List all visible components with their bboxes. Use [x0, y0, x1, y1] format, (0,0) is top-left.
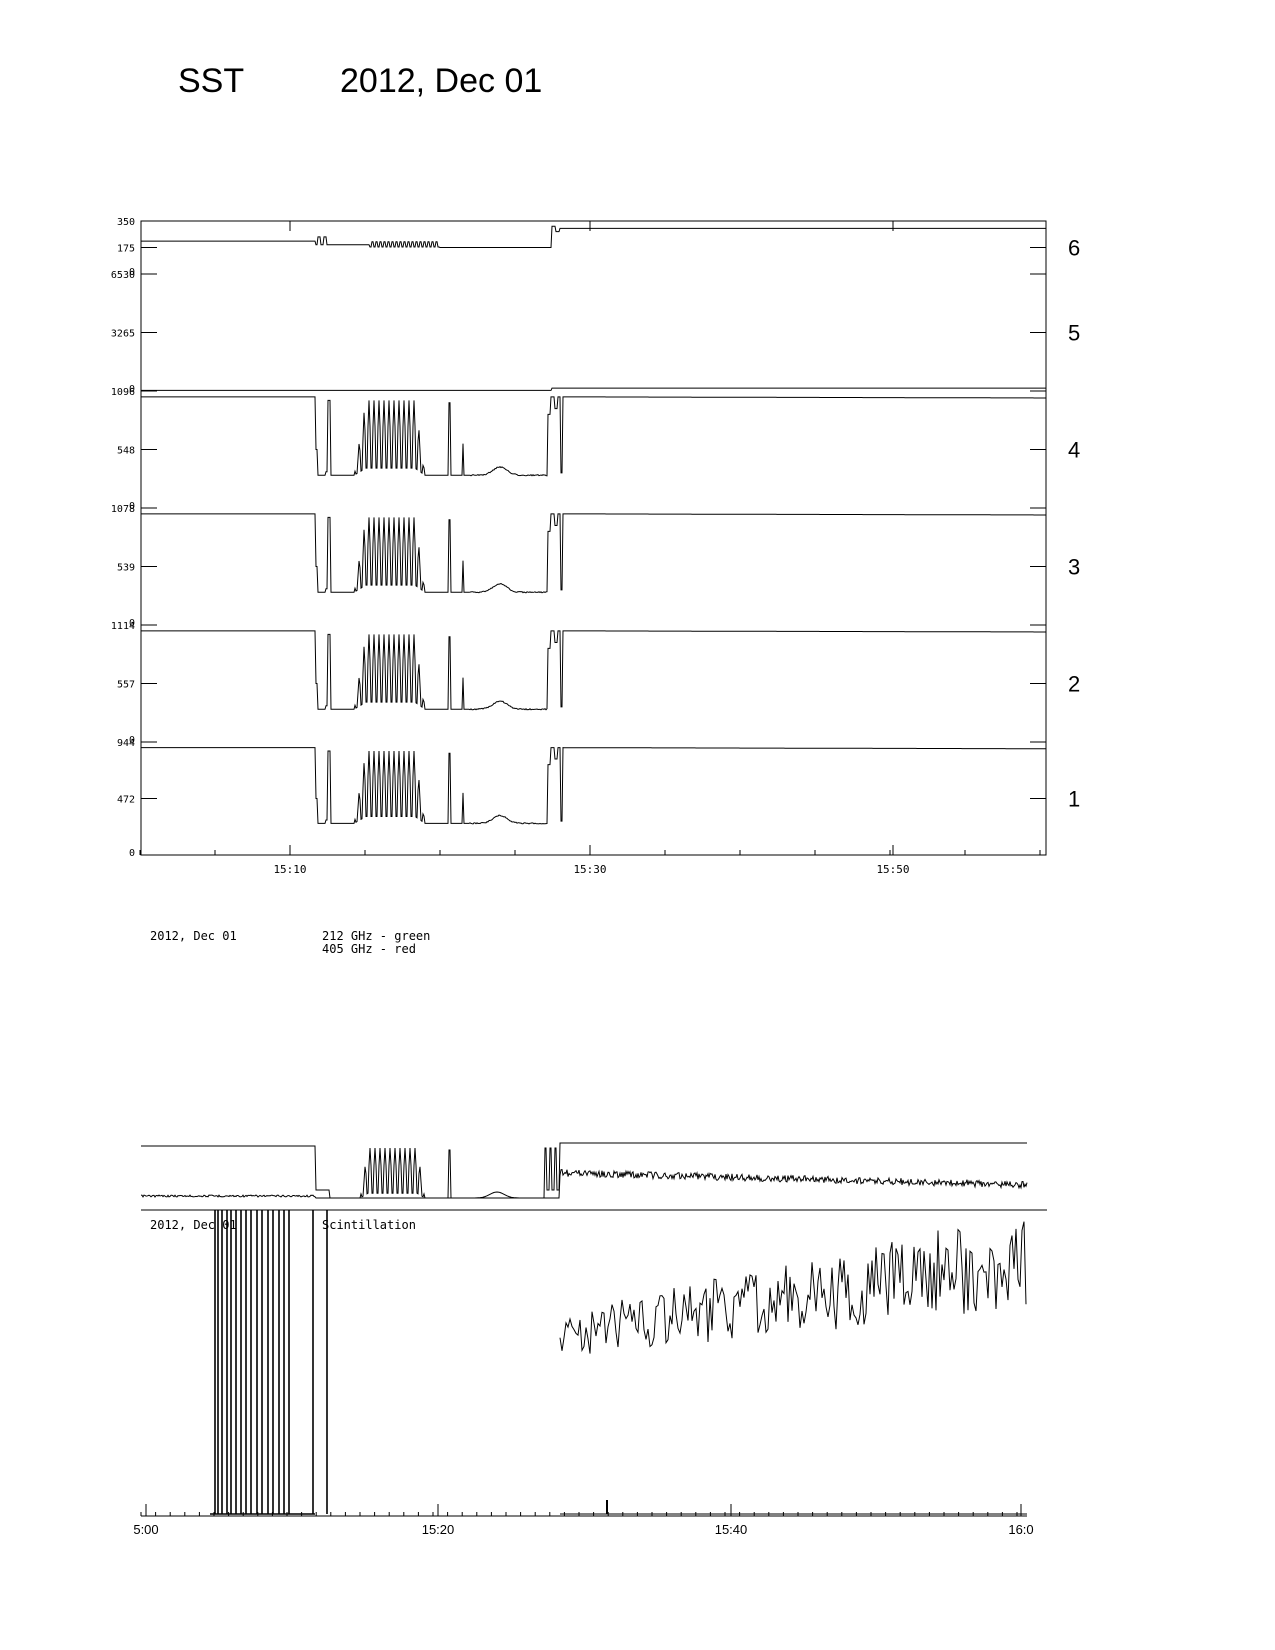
- x-tick-label: 15:20: [422, 1522, 455, 1537]
- panel-channel-5: 6530 3265 0 5: [111, 270, 1080, 395]
- y-tick-label-mid: 539: [117, 563, 135, 574]
- y-tick-label-max: 1096: [111, 387, 135, 398]
- channel-number: 4: [1068, 438, 1080, 463]
- legend-line-212: 212 GHz - green: [322, 929, 431, 943]
- x-tick-label: 15:30: [573, 863, 606, 876]
- panel-channel-1: 944 472 0 1: [117, 738, 1080, 859]
- x-tick-label: 15:40: [715, 1522, 748, 1537]
- signal-trace-channel-4: [141, 396, 1046, 477]
- y-tick-label-max: 1078: [111, 504, 135, 515]
- panel-channel-4: 1096 548 0 4: [111, 387, 1080, 512]
- y-tick-label-zero: 0: [129, 618, 135, 629]
- x-tick-label: 15:10: [273, 863, 306, 876]
- y-tick-label-mid: 175: [117, 244, 135, 255]
- channel-number: 2: [1068, 672, 1080, 697]
- caption-date: 2012, Dec 01: [150, 929, 237, 943]
- channel-number: 6: [1068, 236, 1080, 261]
- panel-channel-3: 1078 539 0 3: [111, 504, 1080, 629]
- y-tick-label-zero: 0: [129, 501, 135, 512]
- plot-frame: [140, 220, 1047, 856]
- y-tick-label-max: 944: [117, 738, 135, 749]
- channel-number: 5: [1068, 321, 1080, 346]
- signal-trace-channel-3: [141, 513, 1046, 594]
- strip-trace-upper: [141, 1142, 1027, 1199]
- flux-multipanel-chart: 350 175 0 6 6530 3265 0 5 1096 548 0 4 1078 539 0 3 1114…: [111, 217, 1080, 876]
- strip-trace-lower: [140, 1169, 1028, 1199]
- signal-trace-channel-6: [141, 225, 1046, 248]
- y-tick-label-max: 6530: [111, 270, 135, 281]
- channel-number: 1: [1068, 787, 1080, 812]
- date-title: 2012, Dec 01: [340, 62, 543, 100]
- legend-line-405: 405 GHz - red: [322, 942, 416, 956]
- y-tick-label-mid: 3265: [111, 329, 135, 340]
- y-tick-label-mid: 472: [117, 795, 135, 806]
- scint-date-label: 2012, Dec 01: [150, 1218, 237, 1232]
- scintillation-spikes: [214, 1210, 328, 1514]
- scintillation-trace: [559, 1221, 1027, 1354]
- x-tick-label: 5:00: [133, 1522, 158, 1537]
- y-tick-label-max: 350: [117, 217, 135, 228]
- scint-label: Scintillation: [322, 1218, 416, 1232]
- x-tick-label: 16:0: [1008, 1522, 1033, 1537]
- signal-trace-channel-2: [141, 630, 1046, 711]
- y-tick-label-zero: 0: [129, 267, 135, 278]
- y-tick-label-zero: 0: [129, 848, 135, 859]
- y-tick-label-mid: 557: [117, 680, 135, 691]
- panel-channel-6: 350 175 0 6: [117, 217, 1080, 278]
- panel-channel-2: 1114 557 0 2: [111, 621, 1080, 746]
- scintillation-chart: 5:00 15:20 15:40 16:0: [133, 1142, 1047, 1537]
- signal-trace-channel-1: [141, 747, 1046, 825]
- signal-trace-channel-5: [141, 387, 1046, 391]
- channel-number: 3: [1068, 555, 1080, 580]
- x-tick-label: 15:50: [876, 863, 909, 876]
- y-tick-label-zero: 0: [129, 384, 135, 395]
- y-tick-label-max: 1114: [111, 621, 135, 632]
- y-tick-label-zero: 0: [129, 735, 135, 746]
- y-tick-label-mid: 548: [117, 446, 135, 457]
- instrument-title: SST: [178, 62, 245, 100]
